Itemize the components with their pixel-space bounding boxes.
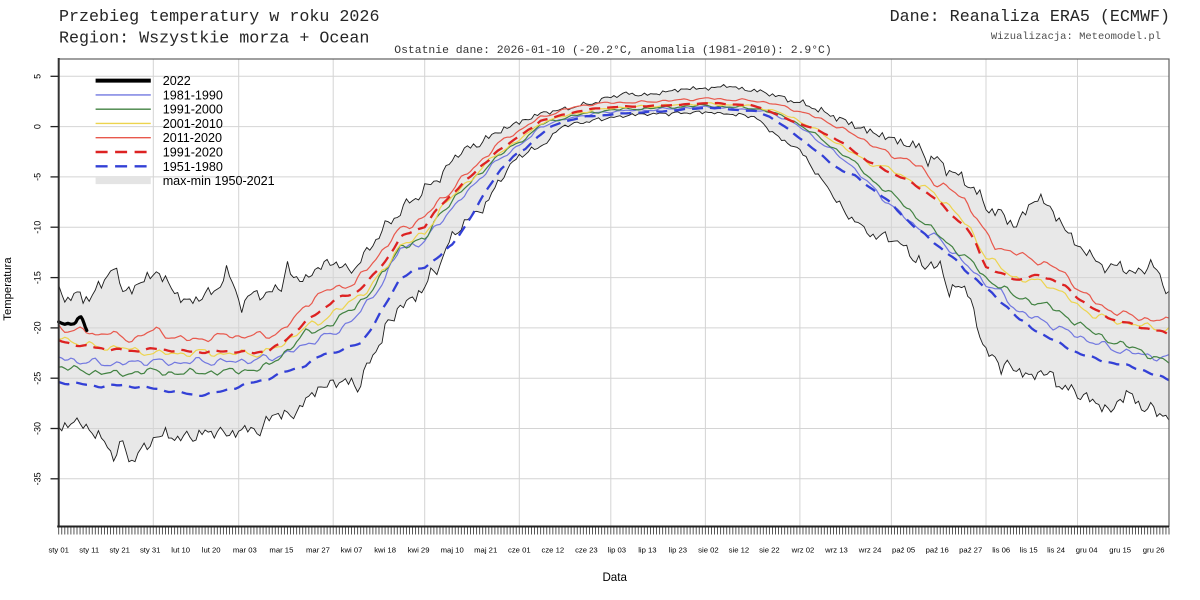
svg-text:sty 31: sty 31 [140, 546, 161, 555]
svg-text:paź 16: paź 16 [926, 546, 949, 555]
svg-text:cze 23: cze 23 [575, 546, 598, 555]
svg-text:cze 12: cze 12 [541, 546, 564, 555]
svg-text:mar 15: mar 15 [269, 546, 293, 555]
svg-text:1951-1980: 1951-1980 [163, 160, 223, 174]
svg-text:max-min 1950-2021: max-min 1950-2021 [163, 174, 275, 188]
svg-text:0: 0 [33, 124, 43, 129]
svg-text:Temperatura: Temperatura [2, 257, 14, 321]
svg-text:paź 27: paź 27 [959, 546, 982, 555]
svg-text:-5: -5 [33, 173, 43, 181]
svg-text:lut 10: lut 10 [171, 546, 190, 555]
svg-text:mar 03: mar 03 [233, 546, 257, 555]
svg-text:-35: -35 [33, 472, 43, 485]
svg-text:lut 20: lut 20 [202, 546, 221, 555]
svg-text:lis 06: lis 06 [992, 546, 1010, 555]
svg-text:wrz 13: wrz 13 [824, 546, 848, 555]
svg-text:mar 27: mar 27 [306, 546, 330, 555]
svg-text:cze 01: cze 01 [508, 546, 531, 555]
svg-text:sty 11: sty 11 [79, 546, 99, 555]
svg-text:maj 10: maj 10 [441, 546, 464, 555]
svg-text:lip 23: lip 23 [669, 546, 687, 555]
svg-text:5: 5 [33, 74, 43, 79]
svg-text:1981-1990: 1981-1990 [163, 88, 223, 102]
svg-text:sie 02: sie 02 [698, 546, 719, 555]
svg-text:Ostatnie dane: 2026-01-10 (-20: Ostatnie dane: 2026-01-10 (-20.2°C, anom… [394, 45, 831, 57]
svg-text:kwi 07: kwi 07 [341, 546, 363, 555]
svg-text:wrz 24: wrz 24 [858, 546, 882, 555]
svg-text:Region: Wszystkie morza + Ocea: Region: Wszystkie morza + Ocean [59, 30, 369, 49]
svg-text:1991-2000: 1991-2000 [163, 103, 223, 117]
svg-text:-10: -10 [33, 221, 43, 234]
svg-text:maj 21: maj 21 [474, 546, 497, 555]
svg-text:-30: -30 [33, 422, 43, 435]
svg-text:Data: Data [602, 571, 627, 584]
svg-text:sty 21: sty 21 [109, 546, 130, 555]
svg-text:1991-2020: 1991-2020 [163, 146, 223, 160]
svg-text:-20: -20 [33, 321, 43, 334]
svg-text:kwi 18: kwi 18 [374, 546, 396, 555]
svg-text:-25: -25 [33, 372, 43, 385]
svg-text:Dane: Reanaliza ERA5 (ECMWF): Dane: Reanaliza ERA5 (ECMWF) [890, 8, 1170, 27]
svg-text:lip 03: lip 03 [608, 546, 626, 555]
svg-text:Przebieg temperatury w roku 20: Przebieg temperatury w roku 2026 [59, 8, 379, 27]
svg-text:paź 05: paź 05 [892, 546, 915, 555]
svg-text:Wizualizacja: Meteomodel.pl: Wizualizacja: Meteomodel.pl [991, 31, 1161, 43]
svg-text:lis 24: lis 24 [1047, 546, 1066, 555]
svg-text:sie 12: sie 12 [729, 546, 750, 555]
svg-text:lip 13: lip 13 [638, 546, 656, 555]
svg-text:gru 26: gru 26 [1143, 546, 1165, 555]
svg-text:sty 01: sty 01 [48, 546, 69, 555]
svg-text:-15: -15 [33, 271, 43, 284]
svg-text:2001-2010: 2001-2010 [163, 117, 223, 131]
svg-text:kwi 29: kwi 29 [408, 546, 430, 555]
svg-text:sie 22: sie 22 [759, 546, 780, 555]
svg-text:2022: 2022 [163, 74, 191, 88]
svg-text:2011-2020: 2011-2020 [163, 131, 222, 145]
svg-text:lis 15: lis 15 [1020, 546, 1038, 555]
svg-text:gru 04: gru 04 [1076, 546, 1099, 555]
svg-text:wrz 02: wrz 02 [791, 546, 815, 555]
svg-text:gru 15: gru 15 [1109, 546, 1131, 555]
